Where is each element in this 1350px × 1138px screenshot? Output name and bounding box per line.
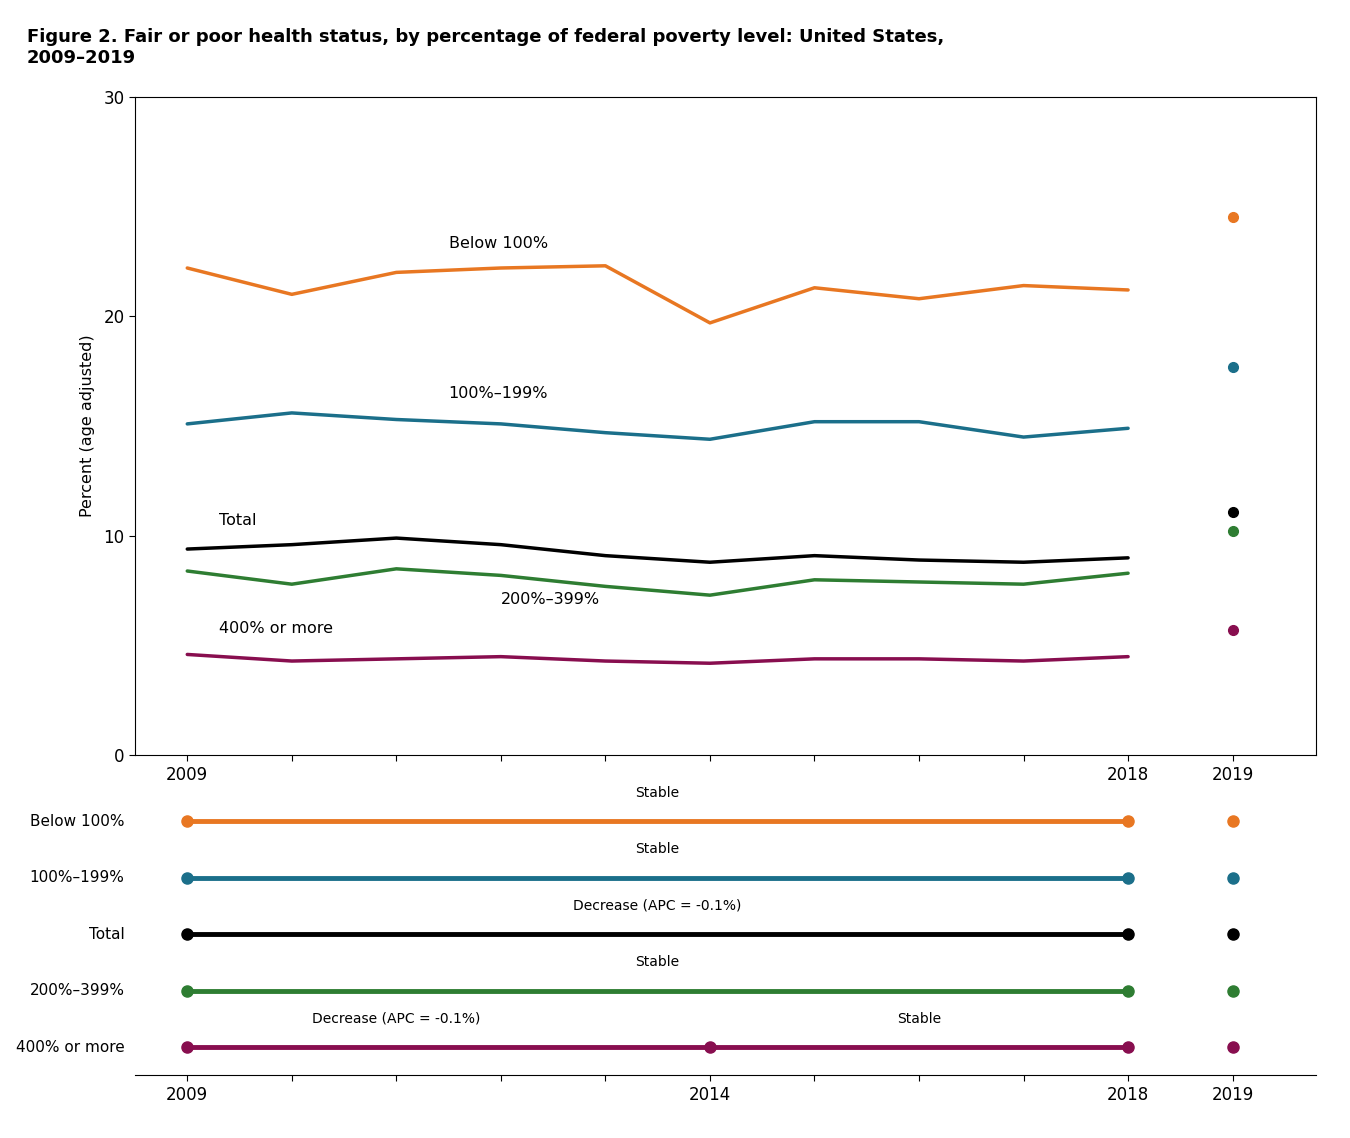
Text: 100%–199%: 100%–199% xyxy=(30,871,124,885)
Text: 200%–399%: 200%–399% xyxy=(501,592,599,607)
Text: Stable: Stable xyxy=(636,842,680,856)
Text: Stable: Stable xyxy=(636,955,680,970)
Text: 100%–199%: 100%–199% xyxy=(448,386,548,401)
Text: Stable: Stable xyxy=(896,1012,941,1025)
Text: Stable: Stable xyxy=(636,786,680,800)
Text: Figure 2. Fair or poor health status, by percentage of federal poverty level: Un: Figure 2. Fair or poor health status, by… xyxy=(27,28,944,47)
Text: Decrease (APC = -0.1%): Decrease (APC = -0.1%) xyxy=(574,899,743,913)
Text: Below 100%: Below 100% xyxy=(30,814,124,828)
Text: Below 100%: Below 100% xyxy=(448,237,548,251)
Text: 400% or more: 400% or more xyxy=(219,620,332,636)
Text: Total: Total xyxy=(89,926,124,942)
Text: 2009–2019: 2009–2019 xyxy=(27,49,136,67)
Text: Decrease (APC = -0.1%): Decrease (APC = -0.1%) xyxy=(312,1012,481,1025)
Text: Total: Total xyxy=(219,513,256,528)
Text: 200%–399%: 200%–399% xyxy=(30,983,124,998)
Y-axis label: Percent (age adjusted): Percent (age adjusted) xyxy=(80,335,94,518)
Text: 400% or more: 400% or more xyxy=(16,1040,124,1055)
